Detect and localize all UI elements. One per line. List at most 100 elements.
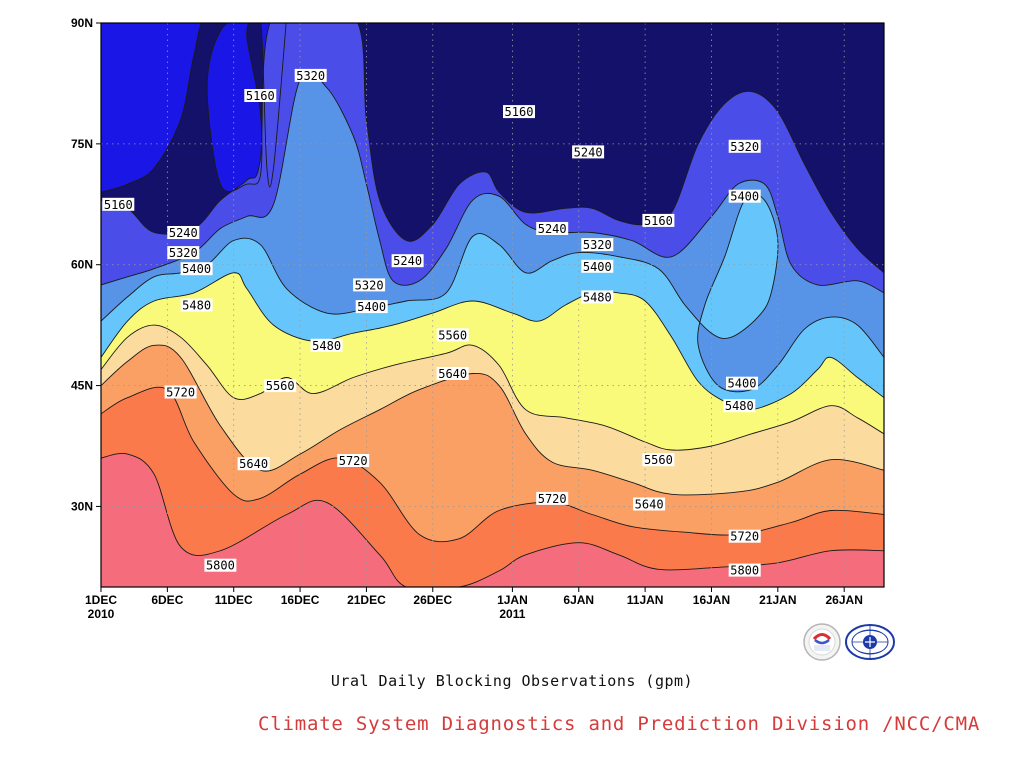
contour-label-5320: 5320 [167,246,200,260]
x-tick-year-label: 2010 [88,607,115,621]
contour-label-5720: 5720 [164,385,197,400]
contour-label-5720: 5720 [728,529,761,544]
contour-label-5400: 5400 [581,259,614,274]
contour-label-5240: 5240 [391,254,424,268]
contour-label-5160: 5160 [642,213,675,228]
contour-label-layer: 5160 5160 5320 5240 5320 5400 5480 5240 5320 5400… [102,68,761,578]
contour-label-5480: 5480 [581,290,614,304]
contour-label-text: 5640 [438,367,467,381]
band-5160 [101,23,287,193]
contour-label-text: 5400 [583,260,612,274]
contour-label-text: 5800 [730,564,759,578]
contour-label-text: 5640 [239,457,268,471]
contour-label-5560: 5560 [436,328,469,342]
x-tick-label: 26JAN [826,593,863,607]
contour-label-text: 5160 [505,105,534,119]
contour-label-5720: 5720 [337,454,370,468]
contour-label-text: 5480 [583,290,612,304]
contour-label-5400: 5400 [180,262,213,276]
contour-label-5400: 5400 [726,376,758,391]
contour-label-5480: 5480 [723,399,756,413]
contour-label-text: 5240 [538,222,567,236]
contour-label-text: 5320 [296,69,325,83]
contour-label-5800: 5800 [204,558,237,573]
contour-label-5800: 5800 [728,563,761,578]
isoline-5800 [101,453,884,587]
contour-label-text: 5240 [169,226,198,240]
logo-group [803,623,895,661]
contour-label-5320: 5320 [728,139,761,154]
x-tick-label: 6JAN [563,593,594,607]
y-tick-label: 45N [71,379,93,393]
x-tick-label: 1JAN [497,593,528,607]
plot-frame [100,22,885,588]
isoline-5240 [101,23,884,274]
contour-label-5560: 5560 [264,379,297,393]
y-tick-label: 90N [71,16,93,30]
isoline-5320 [101,70,884,294]
contour-label-text: 5320 [169,246,198,260]
contour-label-text: 5560 [438,328,467,342]
contour-label-5640: 5640 [633,497,666,512]
contour-label-text: 5560 [644,453,673,467]
x-tick-label: 11DEC [215,593,253,607]
x-tick-year-label: 2011 [499,607,525,621]
contour-label-text: 5160 [644,214,673,228]
contour-label-5320: 5320 [353,278,386,292]
contour-label-5160: 5160 [102,197,135,212]
contour-label-text: 5400 [728,377,757,391]
contour-label-text: 5480 [725,399,754,413]
y-tick-label: 60N [71,258,93,272]
contour-label-text: 5240 [574,145,603,159]
y-tick-label: 75N [71,137,93,151]
contour-label-text: 5320 [730,140,759,154]
x-tick-label: 11JAN [627,593,664,607]
contour-label-5400: 5400 [355,300,388,314]
x-tick-label: 16DEC [281,593,320,607]
contour-label-5560: 5560 [642,453,675,467]
contour-label-text: 5400 [182,262,211,276]
x-tick-label: 6DEC [151,593,183,607]
contour-label-5400: 5400 [728,189,761,204]
contour-label-5640: 5640 [436,367,469,381]
contour-label-text: 5160 [246,89,275,103]
y-tick-label: 30N [71,499,93,513]
ncc-logo [845,624,895,660]
contour-label-text: 5640 [635,498,664,512]
contour-label-5240: 5240 [536,222,569,236]
contour-label-text: 5720 [730,530,759,544]
contour-label-5320: 5320 [294,68,327,83]
x-tick-label: 16JAN [693,593,730,607]
isoline-5640 [101,344,884,496]
bcc-logo [803,623,841,661]
contour-label-text: 5480 [182,299,211,313]
contour-label-text: 5720 [538,492,567,506]
credit-line: Climate System Diagnostics and Predictio… [258,713,981,735]
contour-label-text: 5400 [730,190,759,204]
contour-label-text: 5800 [206,559,235,573]
contour-label-5240: 5240 [572,145,605,159]
contour-label-text: 5320 [355,278,384,292]
x-tick-label: 21JAN [759,593,796,607]
contour-fill-layer [101,23,884,587]
contour-label-text: 5320 [583,238,612,252]
band-5800 [101,453,884,587]
contour-label-text: 5560 [266,379,295,393]
contour-label-text: 5720 [339,454,368,468]
x-tick-label: 21DEC [347,593,386,607]
contour-label-5720: 5720 [536,491,569,506]
contour-label-5480: 5480 [310,338,343,353]
contour-label-text: 5160 [104,198,133,212]
contour-label-text: 5240 [393,254,422,268]
contour-label-5640: 5640 [237,457,270,471]
contour-label-5160: 5160 [503,105,535,119]
contour-label-text: 5480 [312,339,341,353]
contour-label-5160: 5160 [244,89,277,103]
x-tick-label: 1DEC [85,593,117,607]
chart-title: Ural Daily Blocking Observations (gpm) [330,672,694,690]
contour-label-5480: 5480 [180,298,213,313]
contour-label-text: 5720 [166,386,195,400]
x-tick-label: 26DEC [413,593,452,607]
